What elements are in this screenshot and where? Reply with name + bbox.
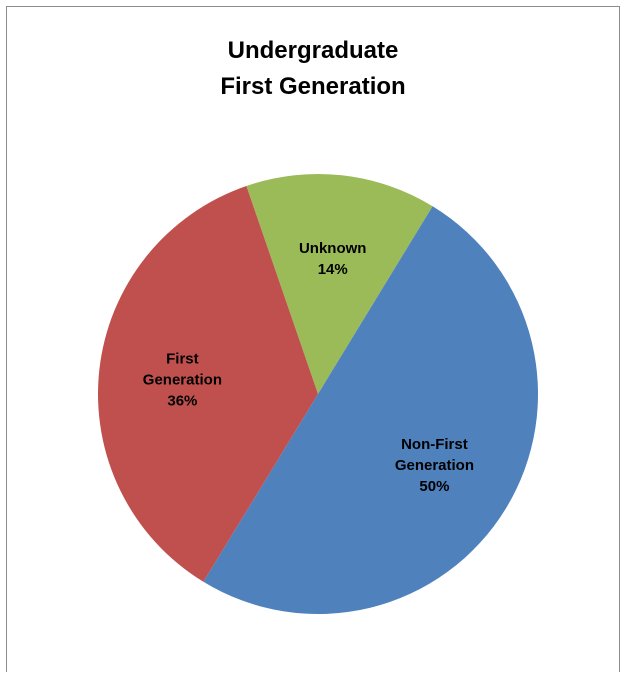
data-label-percent: 14% xyxy=(318,261,348,278)
chart-title: Undergraduate First Generation xyxy=(7,33,619,105)
data-label-category: First xyxy=(166,350,199,367)
data-label-category: Unknown xyxy=(299,240,367,257)
data-label-category: Non-First xyxy=(401,436,468,453)
pie-slice-1 xyxy=(203,206,539,615)
data-label-percent: 36% xyxy=(167,392,197,409)
pie-slice-0 xyxy=(246,174,433,394)
pie-slice-2 xyxy=(97,185,318,582)
data-label-category: Generation xyxy=(395,457,474,474)
data-label-category: Generation xyxy=(143,371,222,388)
data-label-2: First Generation 36% xyxy=(143,350,222,409)
chart-title-line-1: Undergraduate xyxy=(227,37,399,64)
chart-title-line-2: First Generation xyxy=(220,73,406,100)
data-label-1: Non-First Generation 50% xyxy=(395,436,474,495)
data-label-percent: 50% xyxy=(419,478,449,495)
data-label-0: Unknown 14% xyxy=(299,240,367,278)
